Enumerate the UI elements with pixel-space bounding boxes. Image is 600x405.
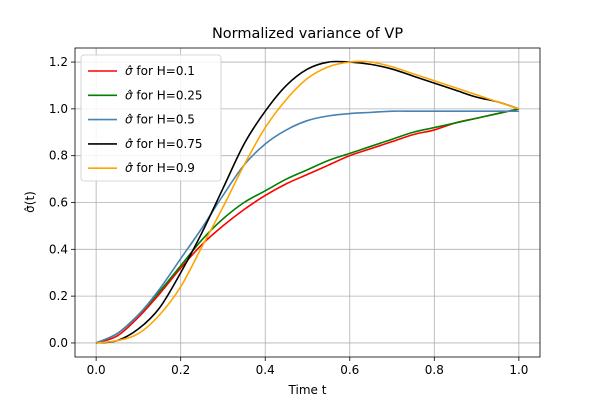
- legend-frame: [80, 54, 222, 182]
- legend-items: σ̂ for H=0.1 σ̂ for H=0.25 σ̂ for H=0.5 σ̂ …: [88, 64, 203, 175]
- legend-label: σ̂ for H=0.75: [125, 137, 203, 151]
- series-line-1: [95, 108, 520, 344]
- x-tick-label: 0.6: [340, 363, 359, 377]
- series-lines: [95, 60, 520, 344]
- y-axis: 0.0 0.2 0.4 0.6 0.8 1.0 1.2: [49, 55, 75, 350]
- x-tick-label: 0.4: [256, 363, 275, 377]
- x-tick-label: 0.2: [171, 363, 190, 377]
- series-line-4: [96, 60, 520, 344]
- legend-label: σ̂ for H=0.9: [125, 161, 195, 175]
- x-tick-label: 0.0: [87, 363, 106, 377]
- x-tick-label: 0.8: [425, 363, 444, 377]
- legend-label: σ̂ for H=0.25: [125, 88, 203, 102]
- y-tick-label: 0.4: [49, 242, 68, 256]
- y-tick-label: 0.8: [49, 149, 68, 163]
- y-axis-label: σ̂(t): [23, 191, 37, 213]
- y-tick-label: 1.0: [49, 102, 68, 116]
- x-tick-label: 1.0: [509, 363, 528, 377]
- y-tick-label: 0.2: [49, 289, 68, 303]
- chart-title: Normalized variance of VP: [212, 26, 403, 42]
- legend-label: σ̂ for H=0.5: [125, 113, 195, 127]
- series-line-3: [96, 60, 520, 344]
- y-tick-label: 0.6: [49, 196, 68, 210]
- grid: [75, 48, 540, 357]
- y-tick-label: 0.0: [49, 336, 68, 350]
- legend: σ̂ for H=0.1 σ̂ for H=0.25 σ̂ for H=0.5 σ̂ …: [80, 54, 222, 182]
- legend-label: σ̂ for H=0.1: [125, 64, 195, 78]
- series-line-2: [95, 110, 519, 344]
- x-axis: 0.0 0.2 0.4 0.6 0.8 1.0: [87, 357, 528, 377]
- x-axis-label: Time t: [288, 383, 327, 397]
- y-tick-label: 1.2: [49, 55, 68, 69]
